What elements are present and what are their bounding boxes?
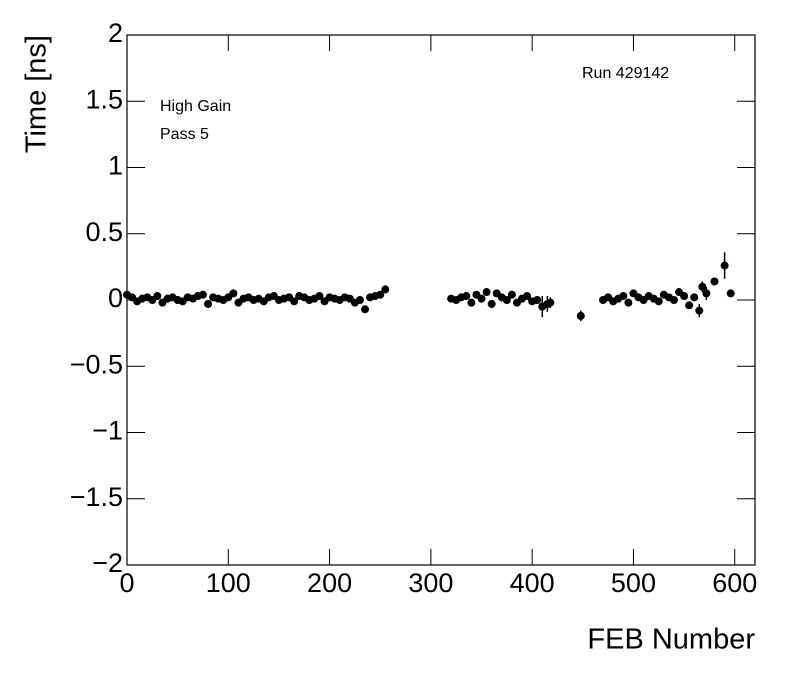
data-point: [710, 277, 719, 286]
x-tick-label: 300: [408, 568, 453, 598]
data-point: [690, 293, 699, 302]
y-tick-label: −2: [92, 548, 123, 578]
y-tick-label: 0.5: [85, 217, 123, 247]
x-tick-label: 200: [307, 568, 352, 598]
data-point: [315, 292, 324, 301]
annotation: High Gain: [160, 98, 231, 115]
data-point: [523, 292, 532, 301]
data-point: [576, 311, 585, 320]
data-point: [198, 290, 207, 299]
data-point: [290, 297, 299, 306]
data-point: [698, 282, 707, 291]
data-point: [482, 288, 491, 297]
y-tick-label: 2: [108, 18, 123, 48]
x-tick-label: 0: [119, 568, 134, 598]
data-point: [381, 285, 390, 294]
data-point: [502, 296, 511, 304]
data-point: [619, 292, 628, 301]
x-tick-label: 400: [510, 568, 555, 598]
y-axis-label: Time [ns]: [21, 35, 53, 153]
data-point: [680, 292, 689, 301]
data-point: [355, 296, 364, 304]
data-point: [462, 292, 471, 301]
x-tick-label: 100: [206, 568, 251, 598]
x-tick-label: 600: [712, 568, 757, 598]
data-point: [654, 297, 663, 306]
data-point: [702, 289, 711, 298]
data-point: [685, 301, 694, 310]
data-point: [229, 289, 238, 298]
data-point: [726, 289, 735, 298]
y-tick-label: 0: [108, 283, 123, 313]
data-point: [487, 299, 496, 308]
x-axis-label: FEB Number: [587, 624, 755, 656]
y-tick-label: −1: [92, 416, 123, 446]
data-point: [153, 292, 162, 301]
data-point: [669, 296, 678, 304]
x-tick-label: 500: [611, 568, 656, 598]
y-tick-label: 1: [108, 151, 123, 181]
annotation: Pass 5: [160, 126, 209, 143]
data-point: [361, 305, 370, 314]
y-tick-label: 1.5: [85, 84, 123, 114]
data-point: [546, 298, 555, 307]
y-tick-label: −0.5: [70, 349, 123, 379]
y-tick-label: −1.5: [70, 482, 123, 512]
data-point: [720, 261, 729, 270]
data-point: [695, 306, 704, 315]
data-point: [376, 290, 385, 299]
data-point: [507, 290, 516, 299]
data-point: [467, 298, 476, 307]
data-point: [533, 296, 542, 304]
data-point: [477, 294, 486, 303]
annotation: Run 429142: [582, 65, 669, 82]
data-point: [624, 298, 633, 307]
data-point: [204, 299, 213, 308]
